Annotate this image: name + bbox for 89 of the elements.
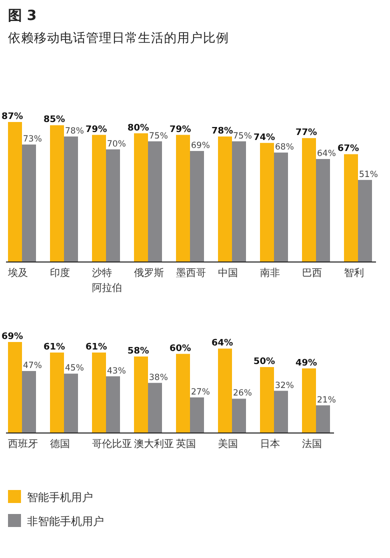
x-tick-label: 德国 <box>50 439 70 450</box>
data-label: 78% <box>65 126 84 136</box>
bar <box>8 122 22 262</box>
x-tick-label: 巴西 <box>302 268 322 279</box>
data-label: 67% <box>337 144 359 154</box>
data-label: 27% <box>191 387 210 398</box>
data-label: 73% <box>23 134 42 145</box>
bar <box>232 141 246 262</box>
bar <box>358 180 372 262</box>
x-tick-label: 墨西哥 <box>176 268 206 279</box>
bar <box>92 134 106 262</box>
data-label: 49% <box>295 358 317 368</box>
data-label: 78% <box>211 126 233 136</box>
x-tick-label: 日本 <box>260 438 280 450</box>
bar <box>190 150 204 262</box>
x-tick-label: 沙特阿拉伯 <box>92 267 122 294</box>
data-label: 51% <box>359 170 378 180</box>
data-label: 26% <box>233 388 252 399</box>
bar <box>190 397 204 433</box>
bar <box>106 149 120 262</box>
data-label: 64% <box>211 338 233 349</box>
bar <box>64 374 78 433</box>
data-label: 74% <box>253 132 275 143</box>
bar <box>316 159 330 262</box>
data-label: 79% <box>169 124 191 135</box>
data-label: 75% <box>233 131 252 142</box>
bar <box>22 144 36 262</box>
bar <box>50 125 64 262</box>
data-label: 58% <box>127 346 149 357</box>
bar <box>92 352 106 433</box>
x-tick-label: 中国 <box>218 267 238 279</box>
data-label: 68% <box>275 142 294 153</box>
data-label: 69% <box>191 140 210 151</box>
bar <box>302 368 316 433</box>
data-label: 21% <box>317 395 336 406</box>
data-label: 38% <box>149 372 168 383</box>
x-tick-label: 澳大利亚 <box>134 438 174 450</box>
bar <box>218 348 232 433</box>
data-label: 69% <box>1 332 23 342</box>
bar <box>232 398 246 433</box>
data-label: 64% <box>317 149 336 160</box>
data-label: 61% <box>43 342 65 353</box>
chart-title: 图 3 <box>8 8 37 24</box>
data-label: 79% <box>85 124 107 135</box>
x-tick-label: 俄罗斯 <box>134 267 164 279</box>
x-tick-label: 美国 <box>218 438 238 450</box>
x-tick-label: 西班牙 <box>8 438 38 450</box>
bar <box>260 142 274 262</box>
x-tick-label: 印度 <box>50 267 70 279</box>
bar <box>50 352 64 433</box>
x-tick-label: 智利 <box>344 267 364 279</box>
legend-label: 智能手机用户 <box>27 491 93 504</box>
data-label: 43% <box>107 366 126 376</box>
data-label: 50% <box>253 357 275 368</box>
x-tick-label: 英国 <box>176 438 196 450</box>
data-label: 32% <box>275 380 294 391</box>
data-label: 80% <box>127 123 149 134</box>
x-tick-label: 法国 <box>302 438 322 450</box>
data-label: 70% <box>107 139 126 150</box>
data-label: 75% <box>149 131 168 142</box>
data-label: 87% <box>1 112 23 122</box>
bar <box>260 367 274 433</box>
bar <box>274 152 288 262</box>
legend-label: 非智能手机用户 <box>27 515 104 528</box>
bar <box>148 382 162 433</box>
chart-subtitle: 依赖移动电话管理日常生活的用户比例 <box>8 30 229 45</box>
bar <box>64 136 78 262</box>
data-label: 61% <box>85 342 107 353</box>
bar <box>106 376 120 433</box>
bar <box>316 405 330 433</box>
bar <box>148 141 162 262</box>
bar <box>8 342 22 433</box>
data-label: 77% <box>295 128 317 138</box>
x-tick-label: 南非 <box>260 267 280 279</box>
bar <box>134 356 148 433</box>
bar <box>218 136 232 262</box>
bar <box>176 354 190 433</box>
x-tick-label: 哥伦比亚 <box>92 438 132 450</box>
data-label: 47% <box>23 361 42 372</box>
bar <box>22 371 36 433</box>
bar <box>176 134 190 262</box>
bar <box>134 133 148 262</box>
bar <box>344 154 358 262</box>
x-tick-label: 埃及 <box>7 267 28 279</box>
bar <box>302 138 316 262</box>
bar <box>274 390 288 433</box>
data-label: 45% <box>65 364 84 374</box>
data-label: 60% <box>169 344 191 354</box>
data-label: 85% <box>43 115 65 126</box>
